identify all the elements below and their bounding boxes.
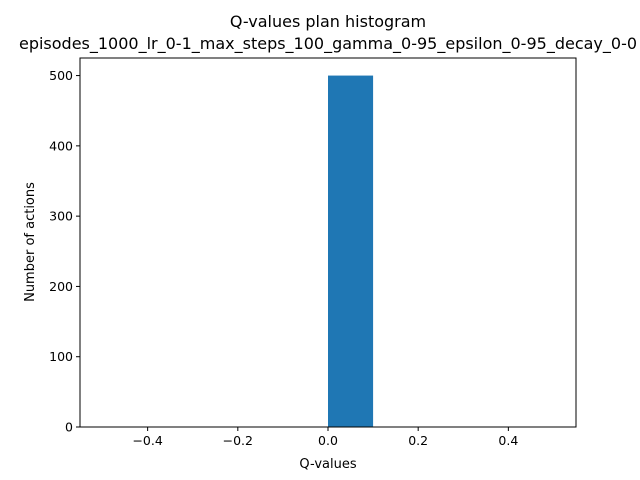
y-tick-label: 500: [49, 68, 73, 83]
x-tick-label: −0.4: [132, 433, 162, 448]
x-axis-label: Q-values: [299, 457, 356, 472]
y-axis-label: Number of actions: [23, 182, 38, 302]
chart-title: Q-values plan histogram: [230, 12, 426, 31]
y-tick-label: 200: [49, 279, 73, 294]
x-tick-label: 0.2: [408, 433, 428, 448]
x-tick-label: 0.0: [318, 433, 338, 448]
x-tick-label: −0.2: [223, 433, 253, 448]
y-ticks-group: 0 100 200 300 400 500: [49, 68, 80, 435]
y-tick-label: 300: [49, 209, 73, 224]
histogram-bar-0: [328, 75, 374, 428]
bars-group: [328, 75, 374, 428]
y-tick-label: 400: [49, 138, 73, 153]
x-tick-label: 0.4: [498, 433, 518, 448]
x-ticks-group: −0.4 −0.2 0.0 0.2 0.4: [132, 427, 518, 448]
y-tick-label: 0: [65, 420, 73, 435]
chart-subtitle: episodes_1000_lr_0-1_max_steps_100_gamma…: [19, 34, 637, 54]
y-tick-label: 100: [49, 349, 73, 364]
plot-frame: [79, 57, 577, 428]
